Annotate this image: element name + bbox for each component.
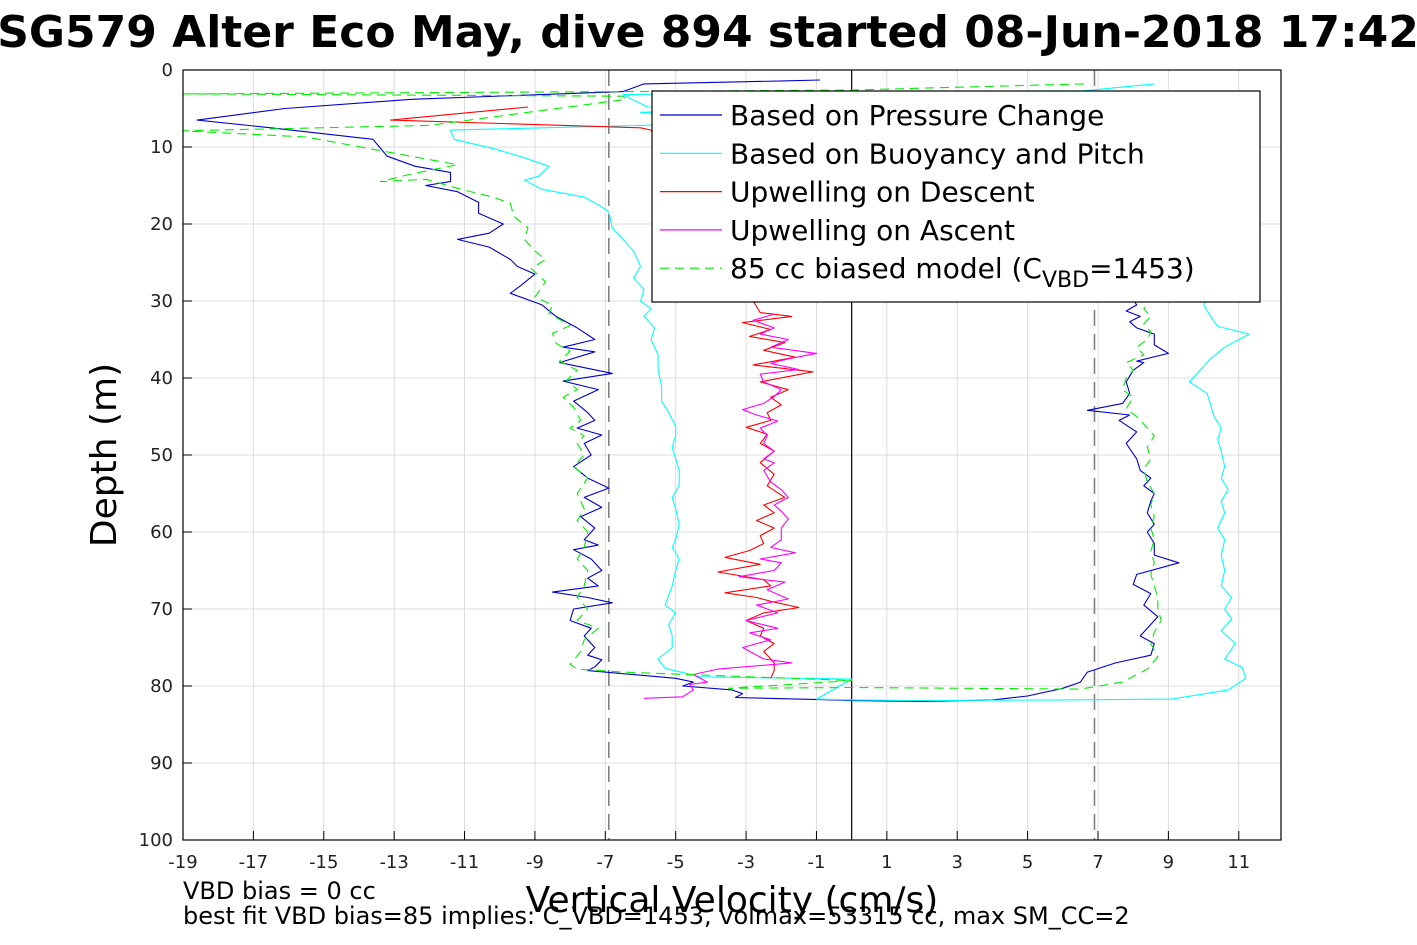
y-tick-label: 70: [150, 599, 173, 620]
y-tick-label: 30: [150, 291, 173, 312]
x-tick-label: -19: [168, 852, 197, 873]
chart-title: SG579 Alter Eco May, dive 894 started 08…: [0, 7, 1417, 58]
series-line-2: [449, 83, 1250, 702]
footer-best-fit: best fit VBD bias=85 implies: C_VBD=1453…: [183, 902, 1130, 930]
y-axis-label: Depth (m): [84, 363, 125, 547]
y-tick-label: 80: [150, 676, 173, 697]
legend: Based on Pressure Change Based on Buoyanc…: [651, 90, 1261, 303]
series-line-4: [643, 313, 818, 699]
y-tick-label: 100: [139, 830, 173, 851]
series-group: [183, 79, 1250, 702]
footer-vbd-bias: VBD bias = 0 cc: [183, 877, 376, 905]
y-tick-label: 60: [150, 522, 173, 543]
x-tick-label: 7: [1092, 852, 1103, 873]
x-tick-label: -11: [450, 852, 479, 873]
x-tick-label: -15: [309, 852, 338, 873]
x-tick-label: -9: [526, 852, 544, 873]
y-tick-label: 40: [150, 368, 173, 389]
x-tick-label: -7: [596, 852, 614, 873]
legend-label: Based on Buoyancy and Pitch: [730, 137, 1145, 170]
x-tick-label: 3: [952, 852, 963, 873]
series-line-5: [183, 83, 1162, 690]
y-tick-label: 20: [150, 214, 173, 235]
x-tick-label: 11: [1227, 852, 1250, 873]
x-tick-label: 9: [1163, 852, 1174, 873]
legend-label: Based on Pressure Change: [730, 99, 1104, 132]
series-line-3: [390, 106, 814, 679]
x-tick-label: 5: [1022, 852, 1033, 873]
legend-label: 85 cc biased model (CVBD=1453): [730, 252, 1195, 293]
x-tick-label: -5: [667, 852, 685, 873]
x-axis-label: Vertical Velocity (cm/s): [526, 880, 939, 921]
ticks: -19 -17 -15 -13 -11 -9 -7 -5 -3 -1 1 3 5 7 9 1101020304…: [139, 60, 1251, 873]
legend-label: Upwelling on Descent: [730, 176, 1035, 209]
x-tick-label: 1: [881, 852, 892, 873]
legend-label: Upwelling on Ascent: [730, 214, 1015, 247]
x-tick-label: -3: [737, 852, 755, 873]
y-tick-label: 50: [150, 445, 173, 466]
legend-box: [651, 90, 1261, 303]
x-tick-label: -13: [379, 852, 408, 873]
x-tick-label: -1: [807, 852, 825, 873]
x-tick-label: -17: [239, 852, 268, 873]
y-tick-label: 90: [150, 753, 173, 774]
y-tick-label: 10: [150, 137, 173, 158]
y-tick-label: 0: [162, 60, 173, 81]
series-line-1: [196, 79, 1180, 702]
